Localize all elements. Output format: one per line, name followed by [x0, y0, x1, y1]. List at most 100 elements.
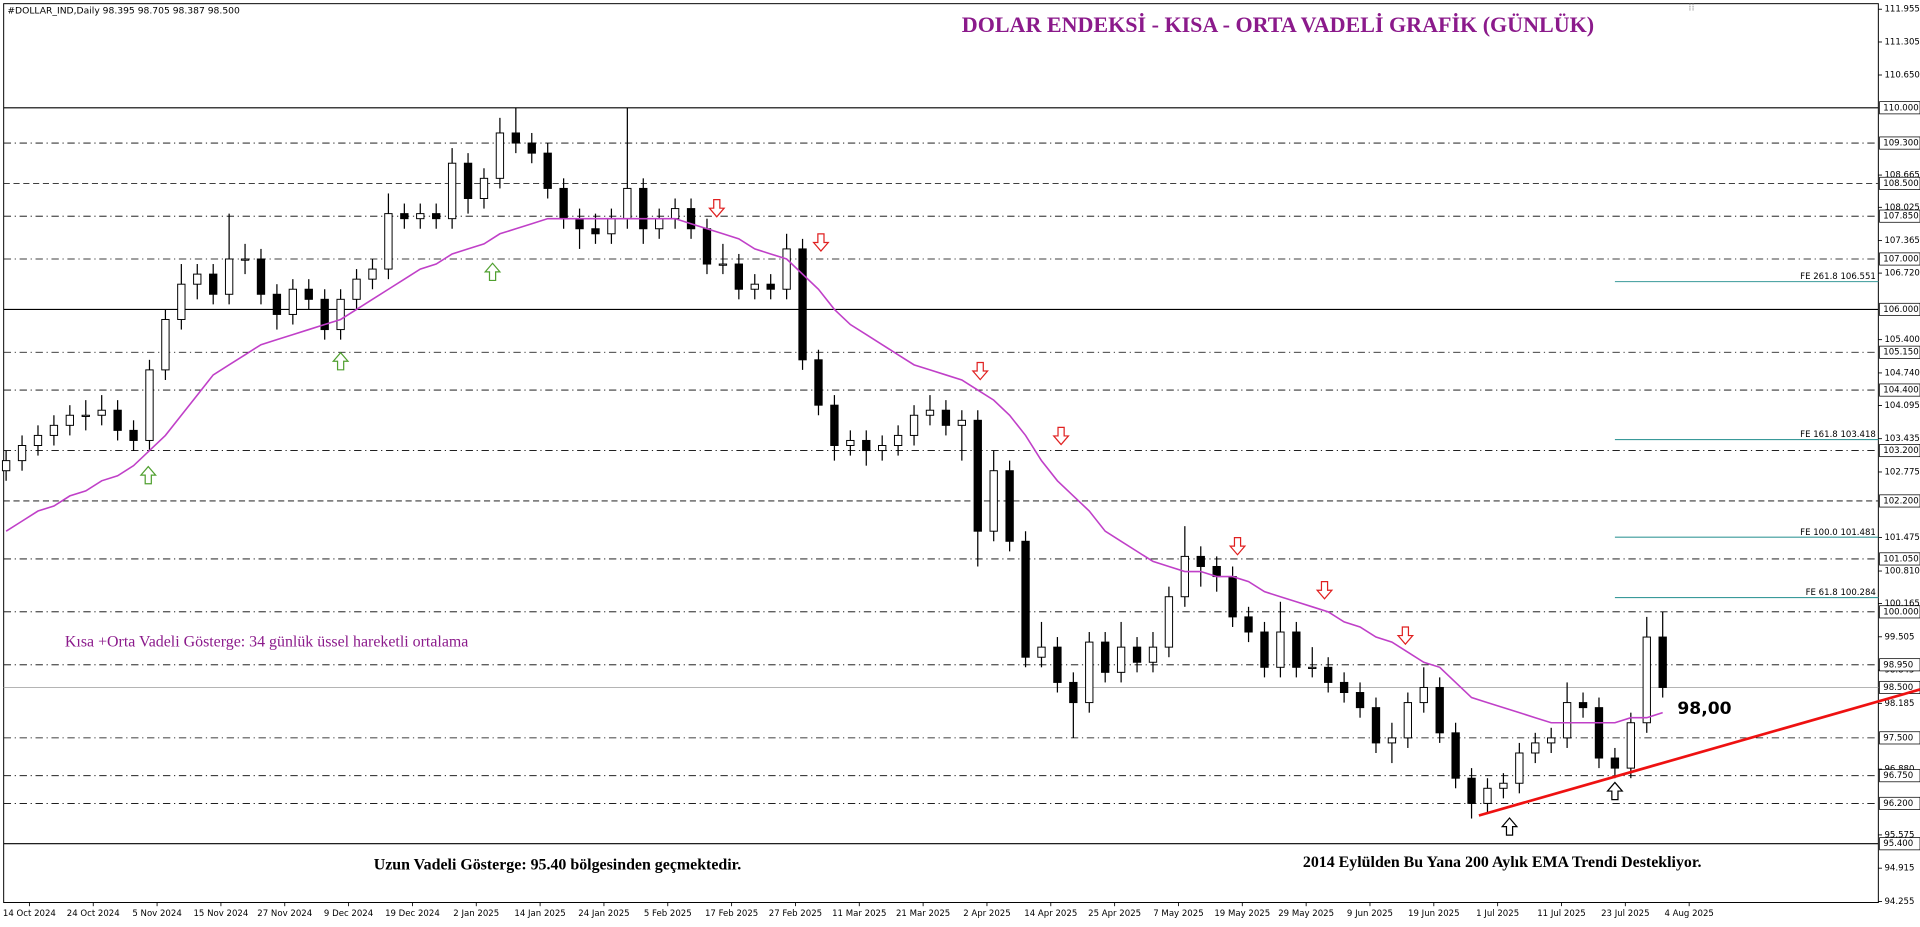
- candle-body: [925, 409, 935, 416]
- level-label: 95.400: [1883, 839, 1913, 849]
- y-tick-label: 100.165: [1884, 599, 1919, 609]
- x-tick-label: 9 Dec 2024: [324, 909, 373, 919]
- symbol-info: #DOLLAR_IND,Daily 98.395 98.705 98.387 9…: [7, 6, 240, 17]
- candle-body: [686, 208, 696, 230]
- y-tick-label: 100.810: [1884, 567, 1919, 577]
- level-label: 98.950: [1883, 660, 1913, 670]
- candle-body: [575, 218, 584, 230]
- level-label-box: [1879, 302, 1920, 316]
- x-tick-label: 9 Jun 2025: [1347, 909, 1393, 919]
- candle-body: [782, 248, 791, 290]
- candle-body: [256, 258, 266, 295]
- candle-body: [129, 429, 138, 441]
- candle-body: [830, 404, 839, 446]
- candle-body: [798, 248, 807, 361]
- candle-body: [320, 298, 329, 331]
- y-tick-label: 104.095: [1884, 401, 1919, 411]
- x-tick-label: 15 Nov 2024: [193, 909, 248, 919]
- candle-body: [400, 213, 409, 220]
- candle-body: [1101, 641, 1110, 673]
- level-label-box: [1879, 176, 1920, 190]
- candle-body: [161, 318, 170, 371]
- candle-body: [1547, 737, 1556, 744]
- candle-body: [97, 409, 106, 416]
- level-label-box: [1879, 209, 1920, 223]
- y-tick-label: 94.255: [1884, 897, 1914, 907]
- x-tick-label: 4 Aug 2025: [1664, 909, 1713, 919]
- candle-body: [65, 414, 75, 426]
- y-tick-label: 94.915: [1884, 864, 1914, 874]
- candle-body: [1005, 470, 1014, 542]
- candle-body: [33, 434, 43, 446]
- ema-level-label: 98,00: [1677, 699, 1731, 719]
- candle-body: [989, 470, 998, 532]
- level-label-box: [1879, 680, 1920, 694]
- x-tick-label: 17 Feb 2025: [705, 909, 758, 919]
- candle-body: [1610, 757, 1620, 769]
- level-label-box: [1879, 837, 1920, 851]
- fibo-label: FE 61.8 100.284: [1806, 588, 1876, 598]
- candle-body: [1292, 631, 1301, 668]
- candle-body: [1180, 555, 1190, 598]
- candle-body: [957, 419, 967, 426]
- level-label: 107.850: [1883, 212, 1918, 222]
- candle-body: [639, 187, 648, 230]
- annotation-arrow: [1052, 426, 1070, 446]
- candle-body: [1594, 707, 1604, 759]
- level-label-box: [1879, 136, 1920, 150]
- level-label-box: [1879, 605, 1920, 619]
- annotation-arrow: [483, 262, 502, 282]
- candle-body: [893, 434, 903, 446]
- trend-note: 2014 Eylülden Bu Yana 200 Aylık EMA Tren…: [1303, 854, 1702, 871]
- x-tick-label: 19 Jun 2025: [1408, 909, 1460, 919]
- candle-body: [1164, 596, 1174, 648]
- candle-body: [1419, 686, 1428, 704]
- x-tick-label: 19 Dec 2024: [385, 909, 440, 919]
- candle-body: [511, 132, 521, 144]
- x-tick-label: 29 May 2025: [1278, 909, 1334, 919]
- candle-body: [1069, 681, 1078, 704]
- candle-body: [1531, 742, 1540, 754]
- candle-body: [145, 369, 154, 441]
- level-label: 105.150: [1883, 348, 1918, 358]
- level-label-box: [1879, 345, 1920, 359]
- candle-body: [1276, 631, 1285, 668]
- x-tick-label: 11 Mar 2025: [832, 909, 886, 919]
- y-tick-label: 111.955: [1884, 5, 1919, 15]
- candle-body: [384, 213, 393, 270]
- candle-body: [336, 298, 345, 331]
- candle-body: [1308, 666, 1317, 670]
- ema-line: [5, 217, 1663, 724]
- candle-body: [1085, 641, 1094, 704]
- chart-title: DOLAR ENDEKSİ - KISA - ORTA VADELİ GRAFİ…: [962, 12, 1594, 37]
- candle-body: [416, 213, 425, 220]
- y-tick-label: 105.400: [1884, 335, 1919, 345]
- annotation-arrow: [1500, 817, 1519, 836]
- y-tick-label: 95.575: [1884, 830, 1914, 840]
- x-tick-label: 11 Jul 2025: [1537, 909, 1585, 919]
- y-tick-label: 108.025: [1884, 203, 1919, 213]
- candle-body: [909, 414, 919, 436]
- level-label-box: [1879, 383, 1920, 397]
- plot-frame: [3, 3, 1879, 903]
- candle-body: [368, 268, 377, 280]
- candle-body: [81, 414, 90, 417]
- candle-body: [1053, 646, 1062, 683]
- level-label: 104.400: [1883, 386, 1918, 396]
- level-label-box: [1879, 796, 1920, 810]
- annotation-arrow: [1315, 581, 1334, 600]
- x-tick-label: 14 Oct 2024: [3, 909, 56, 919]
- candle-body: [304, 288, 313, 300]
- candle-body: [1403, 702, 1413, 739]
- y-tick-label: 102.775: [1884, 467, 1919, 477]
- candle-body: [463, 162, 473, 199]
- long-term-note: Uzun Vadeli Gösterge: 95.40 bölgesinden …: [374, 856, 742, 873]
- candle-body: [1483, 787, 1492, 804]
- level-label: 107.000: [1883, 254, 1918, 264]
- candle-body: [1339, 681, 1349, 693]
- candle-body: [1658, 636, 1667, 688]
- annotation-arrow: [331, 351, 350, 371]
- x-tick-label: 27 Feb 2025: [769, 909, 822, 919]
